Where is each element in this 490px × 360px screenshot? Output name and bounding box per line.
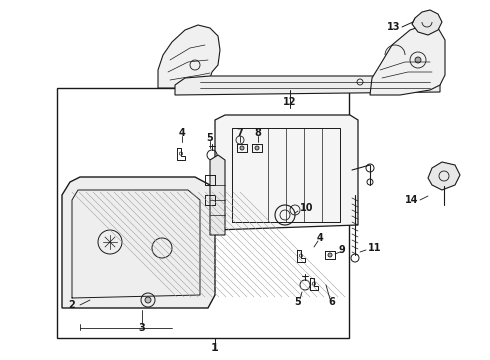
Text: 7: 7 <box>237 128 244 138</box>
Circle shape <box>240 146 244 150</box>
Text: 8: 8 <box>255 128 262 138</box>
Circle shape <box>145 297 151 303</box>
Text: 1: 1 <box>211 343 219 353</box>
Text: 2: 2 <box>69 300 75 310</box>
Text: 5: 5 <box>294 297 301 307</box>
Polygon shape <box>412 10 442 35</box>
Text: 13: 13 <box>387 22 400 32</box>
Text: 12: 12 <box>283 97 297 107</box>
Text: 11: 11 <box>368 243 382 253</box>
Circle shape <box>328 253 332 257</box>
Polygon shape <box>428 162 460 190</box>
Text: 6: 6 <box>329 297 335 307</box>
Circle shape <box>255 146 259 150</box>
Text: 4: 4 <box>179 128 185 138</box>
Text: 3: 3 <box>139 323 146 333</box>
Polygon shape <box>158 25 220 88</box>
Bar <box>57 88 349 338</box>
Text: 5: 5 <box>207 133 213 143</box>
Text: 4: 4 <box>317 233 323 243</box>
Polygon shape <box>210 155 225 235</box>
Text: 9: 9 <box>339 245 345 255</box>
Polygon shape <box>62 177 215 308</box>
Text: 14: 14 <box>405 195 418 205</box>
Text: 10: 10 <box>300 203 314 213</box>
Polygon shape <box>370 25 445 95</box>
Circle shape <box>415 57 421 63</box>
Polygon shape <box>175 76 440 95</box>
Polygon shape <box>215 115 358 230</box>
